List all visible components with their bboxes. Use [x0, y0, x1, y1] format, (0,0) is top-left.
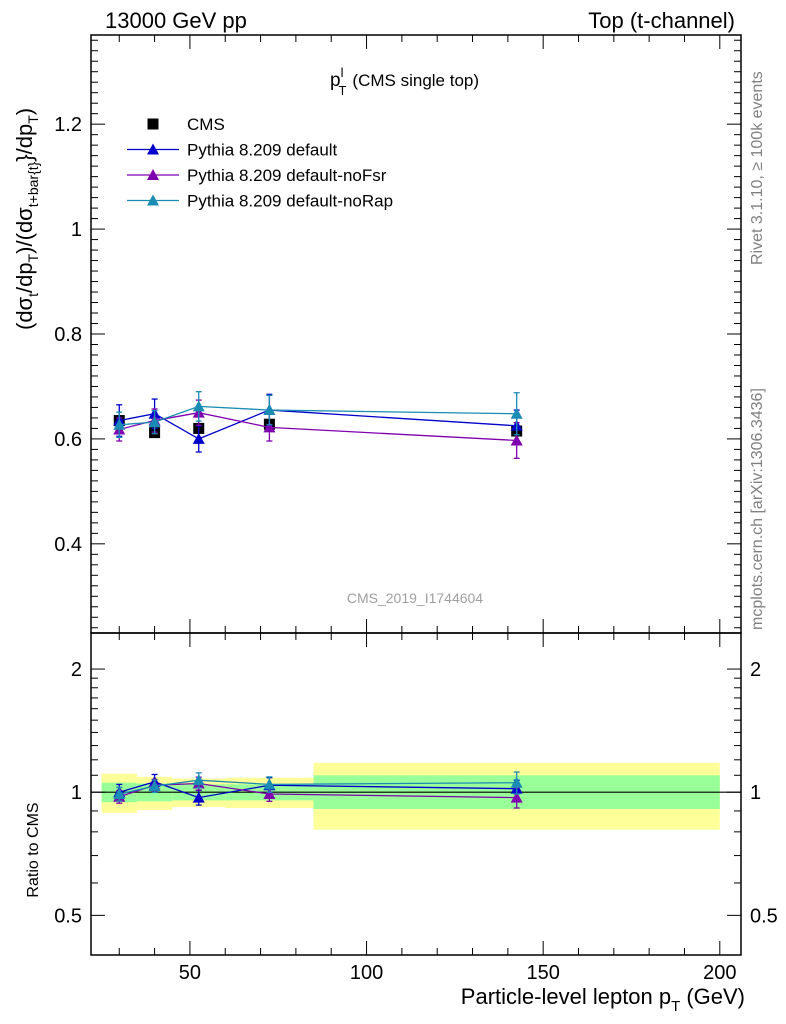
mc-series-1-point	[263, 421, 276, 433]
ratio-series-2-point	[510, 776, 523, 788]
y-tick-label-ratio: 1	[71, 782, 82, 804]
mc-series-2-point	[263, 404, 276, 416]
ratio-series-2-point	[113, 787, 126, 799]
ratio-series-1-point	[263, 787, 276, 799]
plot-title: pl T(CMS single top)	[330, 65, 479, 98]
mc-series-1-line	[119, 412, 517, 442]
ratio-series-1-point	[510, 791, 523, 803]
x-axis-label: Particle-level lepton pT (GeV)	[461, 984, 745, 1015]
legend-marker-1	[147, 169, 159, 180]
y-tick-label-main: 0.8	[54, 324, 82, 346]
legend-label-2: Pythia 8.209 default-noRap	[187, 192, 393, 211]
legend-label-0: Pythia 8.209 default	[187, 141, 338, 160]
mc-series-0-point	[192, 432, 205, 444]
ratio-series-2-point	[148, 780, 161, 792]
y-tick-label-ratio-right: 1	[750, 782, 761, 804]
y-tick-label-ratio-right: 2	[750, 659, 761, 681]
x-tick-label: 150	[526, 962, 559, 984]
ratio-series-0-point	[192, 791, 205, 803]
rivet-label: Rivet 3.1.10, ≥ 100k events	[749, 71, 766, 265]
legend-marker-0	[147, 143, 159, 155]
ratio-series-2-point	[192, 774, 205, 786]
ratio-panel: 50 100 150 200 0.5 0.5 1 1 2 2	[54, 632, 778, 984]
legend-marker-2	[147, 194, 159, 206]
mc-series-2-point	[113, 418, 126, 430]
mc-series-2-point	[192, 400, 205, 412]
header-right: Top (t-channel)	[588, 8, 735, 33]
y-tick-label-main: 1.2	[54, 114, 82, 136]
mc-series-2-point	[148, 416, 161, 428]
header-left: 13000 GeV pp	[105, 8, 247, 33]
y-tick-label-ratio: 2	[71, 659, 82, 681]
x-tick-label: 200	[703, 962, 736, 984]
ratio-series-2-point	[263, 778, 276, 790]
x-tick-label: 50	[179, 962, 201, 984]
y-tick-label-ratio-right: 0.5	[750, 905, 778, 927]
y-axis-label-top: (dσt/dpT)/(dσt+bar{t}}/dpT)	[12, 108, 41, 330]
y-tick-label-main: 1	[71, 219, 82, 241]
mc-series-0-line	[119, 409, 517, 440]
mcplots-label: mcplots.cern.ch [arXiv:1306.3436]	[749, 388, 766, 630]
mc-series-1-point	[510, 434, 523, 446]
watermark: CMS_2019_I1744604	[347, 590, 483, 606]
main-panel: 0.4 0.6 0.8 1 1.2 CMS Pythia 8.209 default Pyth…	[54, 34, 742, 634]
legend-label-1: Pythia 8.209 default-noFsr	[187, 166, 387, 185]
legend-marker-cms	[147, 118, 159, 130]
mc-series-2-point	[510, 407, 523, 419]
y-tick-label-main: 0.6	[54, 429, 82, 451]
y-axis-label-ratio: Ratio to CMS	[25, 802, 42, 897]
x-tick-label: 100	[350, 962, 383, 984]
y-tick-label-ratio: 0.5	[54, 905, 82, 927]
y-tick-label-main: 0.4	[54, 534, 82, 556]
legend-label-cms: CMS	[187, 115, 225, 134]
